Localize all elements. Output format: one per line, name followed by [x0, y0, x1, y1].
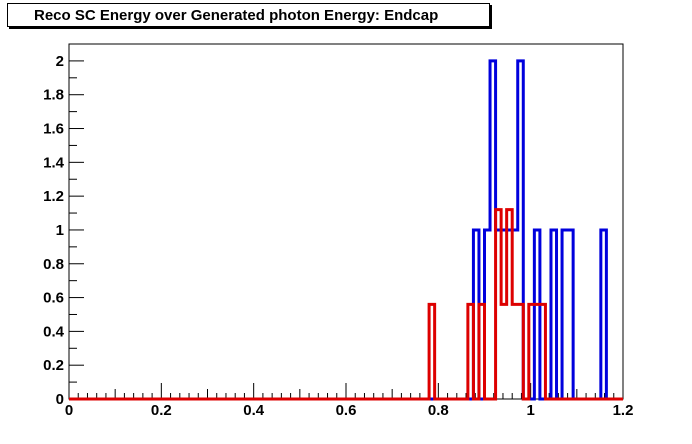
y-tick-label: 0.6	[43, 290, 64, 307]
y-tick-label: 0	[56, 391, 64, 408]
y-tick-label: 0.4	[43, 323, 65, 340]
y-tick-label: 1.2	[43, 188, 64, 205]
y-tick-label: 1.8	[43, 87, 64, 104]
x-tick-label: 1.2	[613, 402, 634, 419]
y-tick-label: 1	[56, 222, 64, 239]
series-layer	[69, 59, 623, 401]
chart-title: Reco SC Energy over Generated photon Ene…	[7, 3, 490, 27]
x-axis: 0 0.2 0.4 0.6 0.8 1 1.2	[65, 383, 634, 419]
x-tick-label: 0.4	[243, 402, 265, 419]
y-tick-label: 0.8	[43, 256, 64, 273]
histogram-series-2	[69, 208, 623, 401]
plot-frame	[68, 43, 624, 400]
y-tick-label: 1.4	[43, 154, 65, 171]
x-tick-label: 1	[526, 402, 534, 419]
y-tick-label: 0.2	[43, 357, 64, 374]
y-tick-label: 1.6	[43, 121, 64, 138]
x-tick-label: 0.2	[151, 402, 172, 419]
x-tick-label: 0.8	[428, 402, 449, 419]
y-tick-label: 2	[56, 53, 64, 70]
x-tick-label: 0.6	[336, 402, 357, 419]
x-tick-label: 0	[65, 402, 73, 419]
